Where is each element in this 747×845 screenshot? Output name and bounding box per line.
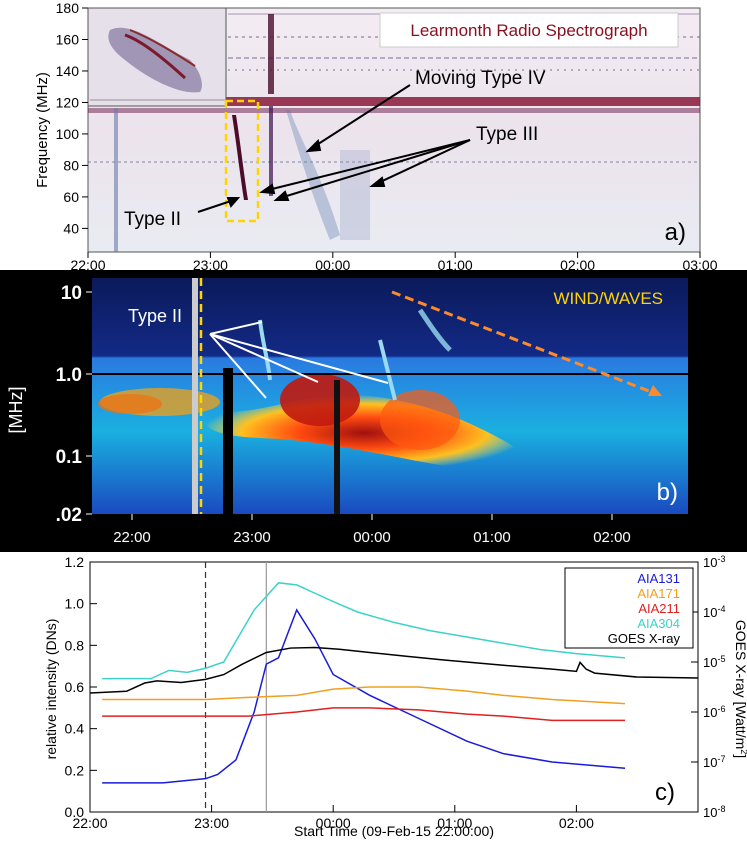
title-box-a <box>379 12 679 48</box>
y-tick-label-c-right: 10-6 <box>703 704 725 720</box>
y-tick-label-c-right: 10-7 <box>703 754 725 770</box>
x-tick-label-a: 23:00 <box>193 257 228 270</box>
x-tick-label-c: 00:00 <box>316 815 351 831</box>
x-tick-label-a: 00:00 <box>315 257 350 270</box>
annotation-arrows-a <box>197 84 471 213</box>
y-tick-label-a: 100 <box>56 126 80 142</box>
legend-entry: GOES X-ray <box>608 631 681 646</box>
type-ii-box <box>224 99 260 223</box>
x-tick-label-a: 02:00 <box>560 257 595 270</box>
legend-entry: AIA211 <box>638 601 680 616</box>
x-tick-label-b: 00:00 <box>353 529 391 546</box>
title-b: WIND/WAVES <box>553 289 663 308</box>
y-tick-label-b: .02 <box>56 505 82 526</box>
x-tick-label-c: 22:00 <box>72 815 107 831</box>
y-label-b: [MHz] <box>6 387 26 434</box>
y-axis-b: 10 1.0 0.1 .02 <box>56 283 92 526</box>
x-tick-label-b: 01:00 <box>473 529 511 546</box>
legend-entry: AIA131 <box>637 571 680 586</box>
panel-c-light-curves: 0.0 0.2 0.4 0.6 0.8 1.0 1.2 10-3 10-4 10-5 10-6 10… <box>0 552 747 840</box>
type-ii-burst <box>232 115 248 200</box>
drift-arrow <box>391 290 655 395</box>
band-120mhz <box>88 97 700 106</box>
x-tick-label-a: 22:00 <box>70 257 105 270</box>
inset-spectrogram <box>87 7 227 107</box>
y-tick-label-c: 1.2 <box>65 554 85 570</box>
panel-a-svg: Learmonth Radio Spectrograph Moving Type… <box>34 0 718 273</box>
y-tick-label-c: 0.6 <box>65 679 85 695</box>
label-type-ii-b: Type II <box>128 306 182 326</box>
series-line-goes-x-ray <box>89 646 699 694</box>
y-axis-c-right: 10-3 10-4 10-5 10-6 10-7 10-8 <box>691 554 725 820</box>
type-ii-marker-bar <box>192 278 198 514</box>
y-tick-label-c: 0.0 <box>65 804 85 820</box>
x-tick-label-c: 23:00 <box>194 815 229 831</box>
panel-b-wind-waves: WIND/WAVES Type II b) 10 1.0 0.1.02 22:00 2… <box>0 270 747 552</box>
y-label-c-left: relative intensity (DNs) <box>43 619 59 760</box>
x-tick-label-a: 03:00 <box>682 257 717 270</box>
series-line-aia211 <box>102 707 626 722</box>
y-tick-label-a: 80 <box>63 157 79 173</box>
series-line-aia131 <box>102 608 626 784</box>
label-type-ii-a: Type II <box>124 209 181 230</box>
y-tick-label-c-right: 10-4 <box>703 604 725 620</box>
vlines <box>204 562 267 812</box>
y-label-c-right: GOES X-ray [Watt/m2] <box>733 620 747 758</box>
moving-type-iv <box>286 110 340 240</box>
x-tick-label-b: 23:00 <box>233 529 271 546</box>
x-axis-b: 22:00 23:00 00:00 01:00 02:00 <box>113 514 631 546</box>
legend-entry: AIA171 <box>637 586 680 601</box>
panel-b-svg: WIND/WAVES Type II b) 101.00.1.02 22:00 2… <box>0 270 747 552</box>
y-tick-label-c-right: 10-8 <box>703 804 725 820</box>
x-tick-label-c: 01:00 <box>437 815 472 831</box>
y-tick-label-a: 180 <box>56 0 80 16</box>
x-tick-label-c: 02:00 <box>559 815 594 831</box>
label-moving-type-iv: Moving Type IV <box>415 68 546 89</box>
x-tick-label-b: 02:00 <box>593 529 631 546</box>
panel-a-learmonth-spectrograph: Learmonth Radio Spectrograph Moving Type… <box>0 0 747 273</box>
y-label-a: Frequency (MHz) <box>34 72 51 188</box>
x-tick-label-a: 01:00 <box>438 257 473 270</box>
y-tick-label-a: 140 <box>56 63 80 79</box>
y-tick-label-a: 160 <box>56 31 80 47</box>
y-tick-label-c-right: 10-3 <box>703 554 725 570</box>
y-tick-label-b: 1.0 <box>56 365 82 386</box>
panel-label-a: a) <box>665 219 686 246</box>
x-axis-a: 22:00 23:00 00:00 01:00 02:00 03:00 <box>70 252 718 273</box>
legend-box <box>564 567 694 649</box>
y-axis-a: 180 160 140 120 100 80 60 40 <box>56 0 88 236</box>
legend-entry: AIA304 <box>637 616 680 631</box>
title-a: Learmonth Radio Spectrograph <box>410 21 647 40</box>
x-axis-c: 22:00 23:00 00:00 01:00 02:00 <box>72 805 594 831</box>
y-tick-label-c: 0.2 <box>65 762 85 778</box>
y-axis-c-left: 0.0 0.2 0.4 0.6 0.8 1.0 1.2 <box>65 554 97 820</box>
y-tick-label-c: 1.0 <box>65 596 85 612</box>
y-tick-label-a: 120 <box>56 94 80 110</box>
type-iv-emission <box>200 394 528 472</box>
y-tick-label-c-right: 10-5 <box>703 654 725 670</box>
label-type-iii: Type III <box>476 124 538 145</box>
panel-label-b: b) <box>657 479 678 506</box>
y-tick-label-b: 10 <box>61 283 82 304</box>
series-lines <box>89 582 699 784</box>
x-label-c: Start Time (09-Feb-15 22:00:00) <box>294 823 494 839</box>
y-tick-label-a: 60 <box>63 189 79 205</box>
panel-c-svg: 0.00.20.40.60.81.01.2 10-310-410-510-610… <box>43 554 747 839</box>
y-tick-label-c: 0.8 <box>65 637 85 653</box>
x-tick-label-b: 22:00 <box>113 529 151 546</box>
y-tick-label-a: 40 <box>63 220 79 236</box>
annotation-arrows-b <box>209 321 389 399</box>
y-tick-label-b: 0.1 <box>56 447 83 468</box>
panel-label-c: c) <box>655 779 675 806</box>
series-line-aia171 <box>102 686 626 705</box>
series-line-aia304 <box>102 582 626 680</box>
y-tick-label-c: 0.4 <box>65 721 85 737</box>
